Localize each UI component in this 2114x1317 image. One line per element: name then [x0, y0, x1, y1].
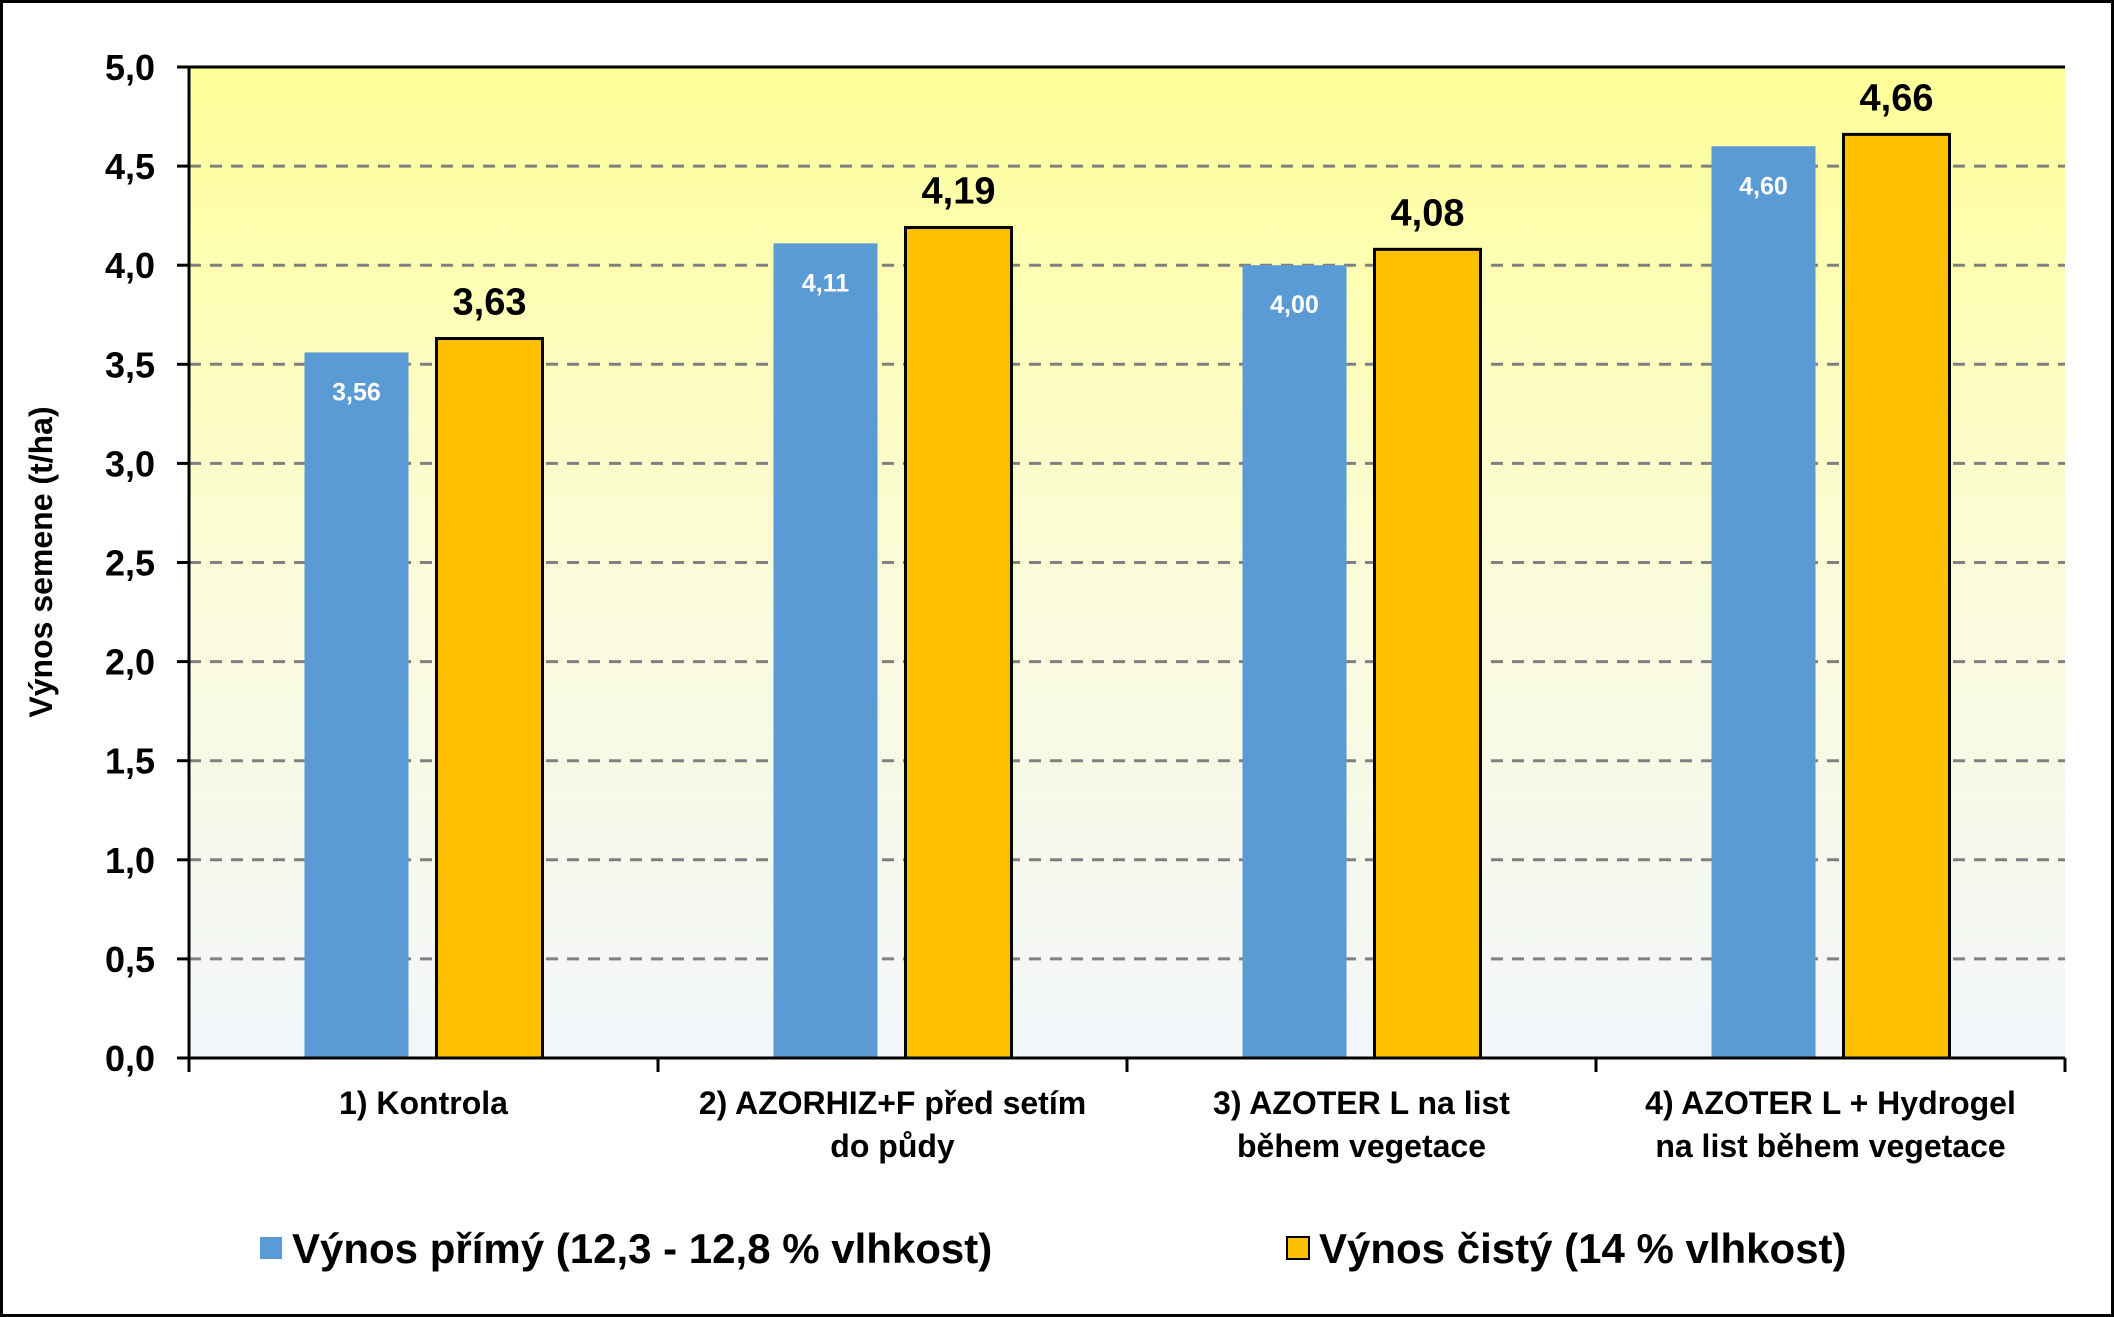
legend-label: Výnos čistý (14 % vlhkost) [1319, 1225, 1847, 1272]
y-tick-label: 1,0 [105, 840, 155, 881]
y-tick-label: 0,0 [105, 1038, 155, 1079]
x-category-label: 3) AZOTER L na list [1213, 1085, 1510, 1121]
y-tick-label: 1,5 [105, 741, 155, 782]
bar-vynos-primy [773, 243, 878, 1058]
data-label: 4,00 [1270, 291, 1319, 319]
x-category-label: do půdy [830, 1128, 955, 1164]
x-category-label: 1) Kontrola [339, 1085, 508, 1121]
legend-label: Výnos přímý (12,3 - 12,8 % vlhkost) [292, 1225, 992, 1272]
bar-vynos-cisty [1842, 132, 1951, 1060]
bar-vynos-cisty [435, 337, 544, 1060]
data-label: 4,08 [1391, 192, 1465, 234]
x-category-label: 4) AZOTER L + Hydrogel [1645, 1085, 2016, 1121]
y-tick-label: 4,5 [105, 146, 155, 187]
bar-vynos-primy [1242, 265, 1347, 1058]
y-tick-label: 3,0 [105, 443, 155, 484]
legend-swatch [1286, 1236, 1310, 1260]
data-label: 4,66 [1860, 77, 1934, 119]
legend-swatch [260, 1237, 282, 1259]
data-label: 3,63 [453, 282, 527, 324]
data-label: 4,19 [922, 171, 996, 213]
bar-vynos-cisty [1373, 247, 1482, 1060]
y-tick-label: 5,0 [105, 47, 155, 88]
data-label: 4,60 [1739, 172, 1788, 200]
x-category-label: během vegetace [1237, 1128, 1486, 1164]
data-label: 4,11 [802, 269, 849, 297]
y-tick-label: 3,5 [105, 344, 155, 385]
x-category-label: na list během vegetace [1655, 1128, 2005, 1164]
bar-vynos-primy [1711, 146, 1816, 1058]
y-tick-label: 4,0 [105, 245, 155, 286]
bar-vynos-cisty [904, 226, 1013, 1060]
bar-vynos-primy [304, 352, 409, 1059]
y-tick-label: 0,5 [105, 939, 155, 980]
y-axis-title: Výnos semene (t/ha) [23, 406, 59, 717]
y-tick-label: 2,5 [105, 543, 155, 584]
y-tick-label: 2,0 [105, 642, 155, 683]
x-category-label: 2) AZORHIZ+F před setím [699, 1085, 1086, 1121]
data-label: 3,56 [332, 378, 381, 406]
